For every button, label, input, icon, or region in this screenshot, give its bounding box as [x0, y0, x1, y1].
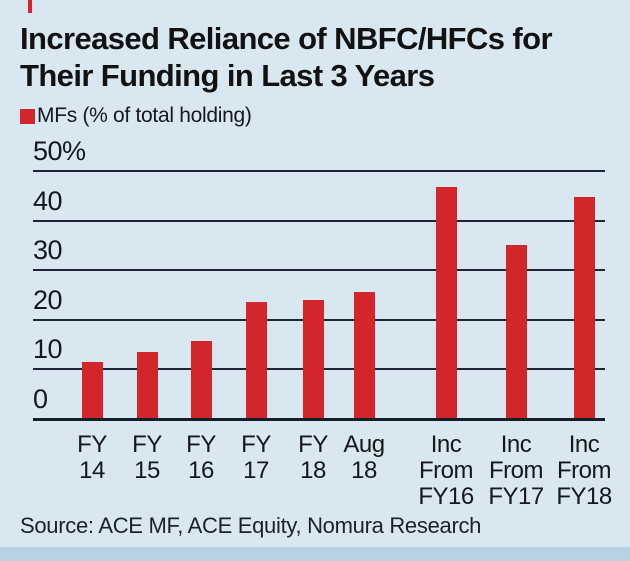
- x-label-inc-from-fy18: Inc From FY18: [556, 431, 612, 510]
- bar-fy-15: [136, 352, 158, 418]
- legend-swatch-icon: [20, 108, 35, 124]
- source-note: Source: ACE MF, ACE Equity, Nomura Resea…: [20, 513, 482, 538]
- bar-inc-from-fy18: [573, 197, 595, 418]
- x-label-aug-18: Aug 18: [343, 431, 385, 484]
- y-tick-label-50: 50%: [33, 136, 86, 166]
- gridline-30: [33, 269, 605, 271]
- legend-label: MFs (% of total holding): [37, 104, 252, 127]
- y-tick-label-20: 20: [33, 285, 63, 315]
- chart-title: Increased Reliance of NBFC/HFCs for Thei…: [20, 21, 553, 93]
- x-label-inc-from-fy16: Inc From FY16: [418, 431, 474, 510]
- gridline-50: [33, 170, 605, 172]
- bar-inc-from-fy16: [435, 187, 457, 418]
- x-label-inc-from-fy17: Inc From FY17: [488, 431, 544, 510]
- y-tick-label-30: 30: [33, 235, 63, 265]
- x-label-fy-18: FY 18: [298, 431, 328, 484]
- bottom-strip: [0, 547, 630, 561]
- x-label-fy-15: FY 15: [132, 431, 162, 484]
- y-tick-label-40: 40: [33, 186, 63, 216]
- x-label-fy-17: FY 17: [241, 431, 271, 484]
- bar-fy-14: [81, 362, 103, 418]
- bar-fy-17: [245, 302, 267, 418]
- bar-fy-18: [302, 300, 324, 418]
- legend: MFs (% of total holding): [20, 104, 252, 128]
- bar-inc-from-fy17: [505, 245, 527, 418]
- x-label-fy-14: FY 14: [77, 431, 107, 484]
- gridline-40: [33, 220, 605, 222]
- y-tick-label-0: 0: [33, 384, 48, 414]
- gridline-0: [33, 418, 605, 421]
- y-tick-label-10: 10: [33, 334, 63, 364]
- x-label-fy-16: FY 16: [186, 431, 216, 484]
- bar-aug-18: [353, 292, 375, 418]
- bar-fy-16: [190, 341, 212, 418]
- red-corner-dash: [28, 0, 32, 13]
